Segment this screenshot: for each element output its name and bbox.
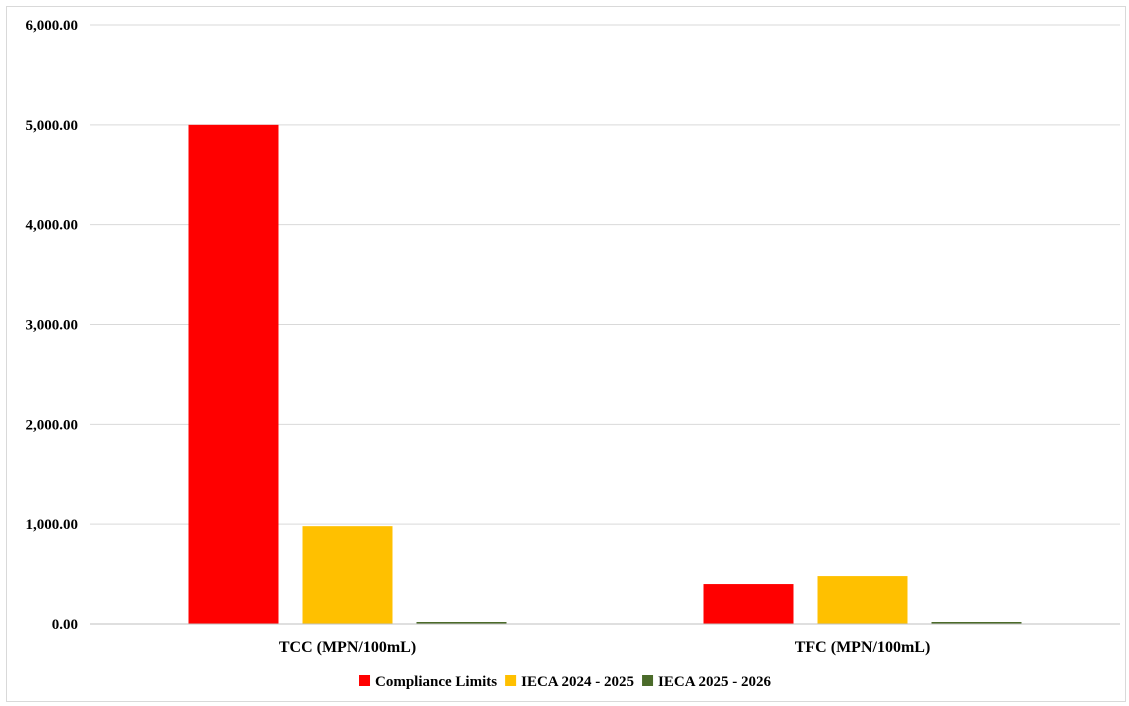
x-axis-category-labels: TCC (MPN/100mL) TFC (MPN/100mL)	[279, 639, 930, 656]
legend-swatch	[505, 675, 517, 686]
legend: Compliance Limits IECA 2024 - 2025 IECA 20…	[359, 674, 771, 690]
y-tick-label: 0.00	[52, 617, 78, 633]
bar-ieca-2025-2026-0	[416, 622, 507, 624]
y-axis-tick-labels: 0.00 1,000.00 2,000.00 3,000.00 4,000.00 5,00…	[26, 18, 79, 633]
legend-label: Compliance Limits	[375, 674, 497, 690]
y-tick-label: 1,000.00	[26, 517, 79, 533]
legend-label: IECA 2024 - 2025	[521, 674, 634, 690]
legend-label: IECA 2025 - 2026	[658, 674, 771, 690]
y-tick-label: 3,000.00	[26, 318, 79, 334]
x-category-label: TCC (MPN/100mL)	[279, 639, 416, 656]
bar-ieca-2024-2025-1	[817, 576, 908, 624]
bar-ieca-2024-2025-0	[302, 526, 393, 624]
bar-compliance-limits-0	[188, 124, 279, 624]
bar-compliance-limits-1	[703, 584, 794, 624]
y-tick-label: 4,000.00	[26, 218, 79, 234]
bars	[188, 124, 1022, 624]
y-tick-label: 5,000.00	[26, 118, 79, 134]
y-tick-label: 6,000.00	[26, 18, 79, 34]
x-category-label: TFC (MPN/100mL)	[795, 639, 931, 656]
legend-swatch	[642, 675, 654, 686]
y-tick-label: 2,000.00	[26, 417, 79, 433]
bar-ieca-2025-2026-1	[931, 622, 1022, 624]
legend-swatch	[359, 675, 371, 686]
chart-frame	[6, 6, 1126, 702]
